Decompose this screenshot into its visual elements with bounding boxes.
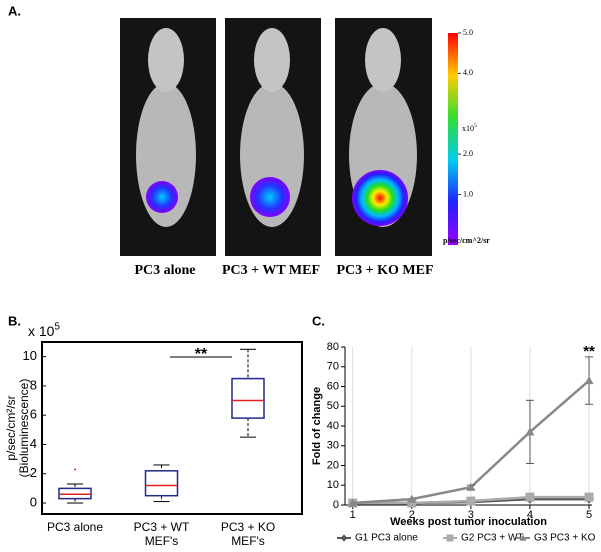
y-tick-label: 40 — [327, 420, 339, 432]
panel-label: A. — [8, 3, 21, 18]
marker — [466, 482, 476, 491]
legend-label: G2 PC3 + WT — [461, 533, 524, 544]
annotation: ** — [195, 346, 208, 363]
multiplier-base: x 10 — [28, 323, 55, 339]
y-axis-label: p/sec/cm²/sr — [4, 395, 18, 460]
y-axis-label: (Bioluminescence) — [17, 379, 31, 478]
marker — [407, 494, 417, 503]
y-tick-label: 80 — [327, 341, 339, 353]
y-tick-label: 70 — [327, 361, 339, 373]
marker — [584, 492, 594, 502]
marker — [348, 498, 358, 507]
y-tick-label: 20 — [327, 459, 339, 471]
panel-label: C. — [312, 313, 325, 328]
marker — [525, 492, 535, 502]
multiplier-base: x10 — [462, 124, 474, 133]
marker — [466, 496, 476, 506]
x-tick-label: 2 — [409, 509, 415, 521]
multiplier: x 105 — [28, 321, 60, 339]
image-caption: PC3 + WT MEF — [222, 263, 320, 278]
legend-label: G3 PC3 + KO — [534, 533, 596, 544]
legend-marker — [446, 534, 454, 542]
plot-frame — [41, 341, 303, 515]
colorbar-tick-label: 5.0 — [463, 28, 473, 37]
mouse-image — [225, 18, 321, 256]
y-tick-label: 0 — [333, 499, 339, 511]
colorbar-tick-label: 4.0 — [463, 68, 473, 77]
multiplier-exponent: 5 — [54, 321, 60, 332]
y-tick-label: 0 — [30, 494, 37, 509]
legend-label: G1 PC3 alone — [355, 533, 418, 544]
y-tick-label: 10 — [23, 348, 37, 363]
panel-label: B. — [8, 313, 21, 328]
legend-marker — [519, 534, 527, 541]
x-tick-label: 1 — [350, 509, 356, 521]
x-tick-label: 4 — [527, 509, 533, 521]
colorbar-tick-label: 2.0 — [463, 149, 473, 158]
x-tick-label: PC3 alone — [46, 520, 104, 534]
x-tick-label: PC3 + KO MEF's — [220, 520, 276, 548]
legend-marker — [340, 534, 348, 542]
flier — [74, 468, 76, 471]
colorbar — [448, 33, 458, 245]
y-tick-label: 30 — [327, 440, 339, 452]
mouse-image — [335, 18, 432, 256]
marker — [584, 376, 594, 385]
y-tick-label: 2 — [30, 465, 37, 480]
box — [144, 470, 179, 497]
y-axis-label: Fold of change — [311, 387, 323, 465]
x-tick-label: 3 — [468, 509, 474, 521]
colorbar-units: p/sec/cm^2/sr — [443, 236, 490, 245]
box — [231, 377, 265, 419]
mouse-image — [120, 18, 216, 256]
y-tick-label: 6 — [30, 407, 37, 422]
multiplier-exponent: 5 — [474, 123, 477, 129]
y-tick-label: 10 — [327, 479, 339, 491]
colorbar-tick-label: 1.0 — [463, 189, 473, 198]
image-caption: PC3 + KO MEF — [336, 263, 433, 278]
y-tick-label: 8 — [30, 377, 37, 392]
multiplier: x105 — [462, 123, 477, 133]
marker — [525, 427, 535, 436]
y-tick-label: 4 — [30, 436, 37, 451]
x-axis-label: Weeks post tumor inoculation — [390, 516, 547, 528]
annotation: ** — [583, 343, 595, 360]
x-tick-label: 5 — [586, 509, 592, 521]
y-tick-label: 50 — [327, 400, 339, 412]
y-tick-label: 60 — [327, 380, 339, 392]
image-caption: PC3 alone — [134, 263, 195, 278]
x-tick-label: PC3 + WT MEF's — [133, 520, 190, 548]
